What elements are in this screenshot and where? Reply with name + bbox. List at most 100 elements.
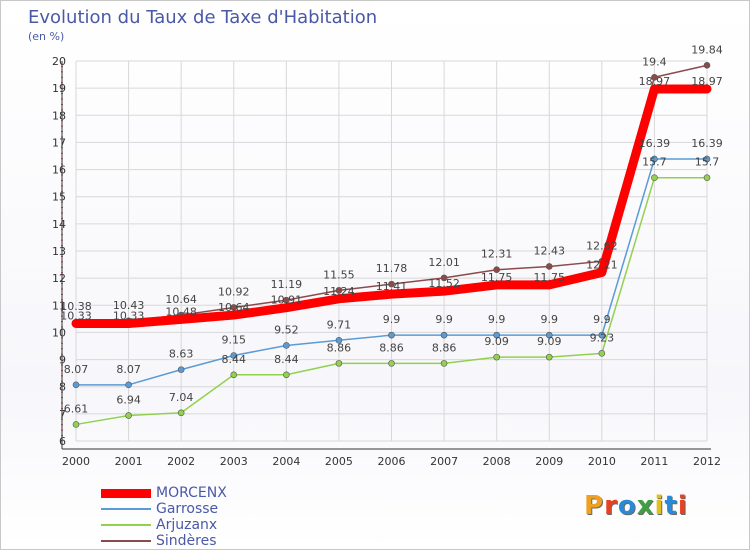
data-labels: 8.07 8.07 8.63 9.15 9.52 9.71 9.9 9.9 9.9 9.9 9.9 1…: [60, 43, 723, 415]
data-point: [598, 331, 606, 339]
legend-label: Arjuzanx: [156, 517, 218, 533]
data-label: 10.91: [271, 294, 303, 307]
data-label: 11.24: [323, 285, 355, 298]
y-tick-label: 12: [52, 272, 66, 285]
data-label: 11.52: [428, 277, 460, 290]
data-point: [177, 409, 185, 417]
data-point: [493, 353, 500, 361]
y-tick-label: 13: [52, 245, 66, 258]
data-label: 8.44: [222, 353, 247, 366]
proxiti-logo: Proxiti: [584, 491, 688, 521]
data-label: 18.97: [639, 75, 671, 88]
data-label: 8.07: [64, 363, 89, 376]
data-label: 10.92: [218, 285, 250, 298]
data-point: [703, 62, 711, 69]
x-tick-label: 2004: [272, 455, 300, 468]
data-label: 10.33: [60, 309, 92, 322]
x-tick-label: 2001: [115, 455, 143, 468]
data-point: [493, 331, 500, 339]
data-point: [651, 155, 658, 163]
data-label: 8.63: [169, 348, 194, 361]
data-label: 11.19: [271, 278, 303, 291]
data-point: [283, 342, 290, 349]
data-point: [177, 366, 185, 373]
y-tick-label: 17: [52, 136, 66, 149]
data-label: 10.43: [113, 299, 145, 312]
legend-swatch: [101, 489, 151, 498]
data-label: 9.9: [383, 313, 401, 326]
data-label: 15.7: [695, 156, 720, 169]
y-tick-label: 14: [52, 218, 66, 231]
legend-item: Garrosse: [101, 501, 401, 517]
data-label: 9.09: [484, 335, 509, 348]
data-point: [335, 287, 343, 294]
legend-swatch: [101, 508, 151, 510]
legend-label: Sindères: [156, 533, 217, 549]
data-point: [651, 73, 658, 81]
data-label: 16.39: [691, 137, 723, 150]
legend-swatch: [101, 524, 151, 526]
y-tick-label: 20: [52, 55, 66, 68]
data-point: [440, 274, 448, 282]
legend-item: Arjuzanx: [101, 517, 401, 533]
data-point: [125, 412, 132, 419]
data-point: [651, 174, 658, 182]
x-tick-label: 2000: [62, 455, 90, 468]
legend-label: Garrosse: [156, 501, 219, 517]
x-tick-label: 2008: [483, 455, 511, 468]
data-label: 11.75: [481, 271, 513, 284]
y-tick-label: 15: [52, 191, 66, 204]
data-label: 9.9: [435, 313, 453, 326]
data-label: 9.9: [541, 313, 559, 326]
legend-item: MORCENX: [101, 485, 401, 501]
legend-item: Sindères: [101, 533, 401, 549]
data-point: [545, 353, 553, 361]
data-label: 12.43: [534, 244, 566, 257]
data-label: 19.4: [642, 55, 667, 68]
data-point: [388, 280, 395, 288]
data-label: 10.48: [165, 305, 197, 318]
y-tick-label: 18: [52, 109, 66, 122]
y-tick-label: 10: [52, 326, 66, 339]
grid: [75, 60, 708, 442]
data-point: [545, 263, 553, 270]
data-label: 9.15: [222, 334, 247, 347]
data-point: [598, 350, 606, 357]
data-label: 12.01: [428, 256, 460, 269]
data-label: 8.07: [116, 363, 141, 376]
y-tick-label: 16: [52, 164, 66, 177]
data-label: 8.86: [327, 341, 352, 354]
y-tick-label: 19: [52, 82, 66, 95]
data-label: 11.78: [376, 262, 408, 275]
x-tick-label: 2006: [378, 455, 406, 468]
chart-title: Evolution du Taux de Taxe d'Habitation: [28, 7, 378, 28]
x-tick-label: 2012: [693, 455, 721, 468]
series-lines: [71, 62, 712, 428]
data-point: [72, 421, 80, 428]
data-point: [230, 352, 238, 359]
data-point: [493, 266, 500, 274]
data-label: 12.62: [586, 239, 618, 252]
data-point: [125, 381, 132, 389]
data-label: 11.41: [376, 280, 408, 293]
data-label: 8.44: [274, 353, 299, 366]
chart-subtitle: (en %): [28, 30, 65, 43]
data-label: 12.21: [586, 258, 618, 271]
x-tick-label: 2003: [220, 455, 248, 468]
legend-label: MORCENX: [156, 485, 227, 501]
data-label: 7.04: [169, 391, 194, 404]
data-label: 11.75: [534, 271, 566, 284]
data-label: 9.23: [590, 331, 615, 344]
data-point: [335, 336, 343, 344]
data-point: [230, 371, 238, 379]
data-point: [283, 371, 290, 379]
x-tick-label: 2005: [325, 455, 353, 468]
data-label: 6.94: [116, 393, 141, 406]
data-point: [283, 296, 290, 304]
series-line-morcenx: [71, 84, 712, 328]
data-label: 10.64: [165, 293, 197, 306]
data-point: [388, 360, 395, 367]
x-tick-label: 2009: [535, 455, 563, 468]
